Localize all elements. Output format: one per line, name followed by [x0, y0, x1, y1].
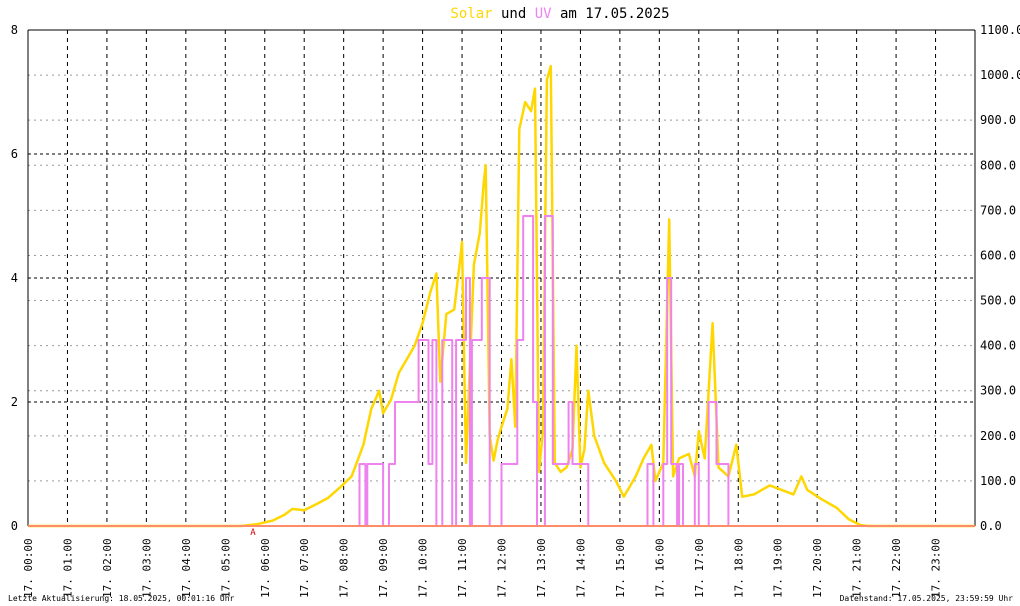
y-right-tick-label: 200.0 — [980, 429, 1016, 443]
x-tick-label: 17. 16:00 — [653, 538, 666, 598]
x-tick-label: 17. 10:00 — [417, 538, 430, 598]
x-tick-label: 17. 05:00 — [219, 538, 232, 598]
y-right-tick-label: 100.0 — [980, 474, 1016, 488]
x-tick-label: 17. 03:00 — [140, 538, 153, 598]
y-left-tick-label: 0 — [11, 519, 18, 533]
x-tick-label: 17. 21:00 — [851, 538, 864, 598]
data-series — [28, 64, 975, 528]
y-right-tick-label: 300.0 — [980, 384, 1016, 398]
x-tick-label: 17. 02:00 — [101, 538, 114, 598]
y-right-tick-label: 900.0 — [980, 113, 1016, 127]
y-left-tick-label: 6 — [11, 147, 18, 161]
title-solar: Solar — [450, 6, 492, 22]
x-tick-label: 17. 12:00 — [496, 538, 509, 598]
x-tick-label: 17. 15:00 — [614, 538, 627, 598]
y-right-tick-label: 400.0 — [980, 339, 1016, 353]
y-right-tick-label: 0.0 — [980, 519, 1002, 533]
y-right-tick-label: 700.0 — [980, 203, 1016, 217]
chart-title: Solar und UV am 17.05.2025 — [450, 6, 669, 22]
x-tick-label: 17. 07:00 — [298, 538, 311, 598]
y-right-tick-label: 1100.0 — [980, 23, 1020, 37]
footer-last-update: Letzte Aktualisierung: 18.05.2025, 00:01… — [8, 594, 235, 603]
x-tick-label: 17. 11:00 — [456, 538, 469, 598]
footer-data-status: Datenstand: 17.05.2025, 23:59:59 Uhr — [840, 594, 1014, 603]
x-tick-label: 17. 23:00 — [930, 538, 943, 598]
grid-lines — [28, 30, 975, 526]
x-tick-label: 17. 06:00 — [259, 538, 272, 598]
y-left-tick-label: 2 — [11, 395, 18, 409]
x-tick-label: 17. 22:00 — [890, 538, 903, 598]
x-tick-label: 17. 14:00 — [574, 538, 587, 598]
x-tick-label: 17. 00:00 — [22, 538, 35, 598]
series-line-uv — [28, 215, 975, 527]
y-right-tick-label: 800.0 — [980, 158, 1016, 172]
x-tick-label: 17. 08:00 — [338, 538, 351, 598]
x-tick-label: 17. 19:00 — [772, 538, 785, 598]
x-tick-label: 17. 04:00 — [180, 538, 193, 598]
title-date: am 17.05.2025 — [552, 6, 670, 22]
x-tick-labels: 17. 00:00 17. 01:00 17. 02:00 17. 03:00 17. … — [22, 538, 943, 598]
x-tick-label: 17. 18:00 — [732, 538, 745, 598]
x-tick-label: 17. 20:00 — [811, 538, 824, 598]
title-und: und — [493, 6, 535, 22]
y-right-tick-labels: 0.0 100.0 200.0 300.0 400.0 500.0 600.0 700.0 80… — [980, 23, 1020, 533]
series-line-solar — [28, 64, 975, 528]
x-tick-label: 17. 01:00 — [61, 538, 74, 598]
x-tick-label: 17. 17:00 — [693, 538, 706, 598]
x-tick-label: 17. 09:00 — [377, 538, 390, 598]
x-tick-label: 17. 13:00 — [535, 538, 548, 598]
y-left-tick-labels: 0 2 4 6 8 — [11, 23, 18, 533]
y-right-tick-label: 1000.0 — [980, 68, 1020, 82]
y-left-tick-label: 8 — [11, 23, 18, 37]
marker-label: A — [250, 528, 256, 538]
y-right-tick-label: 600.0 — [980, 248, 1016, 262]
title-uv: UV — [535, 6, 552, 22]
y-left-tick-label: 4 — [11, 271, 18, 285]
y-right-tick-label: 500.0 — [980, 294, 1016, 308]
